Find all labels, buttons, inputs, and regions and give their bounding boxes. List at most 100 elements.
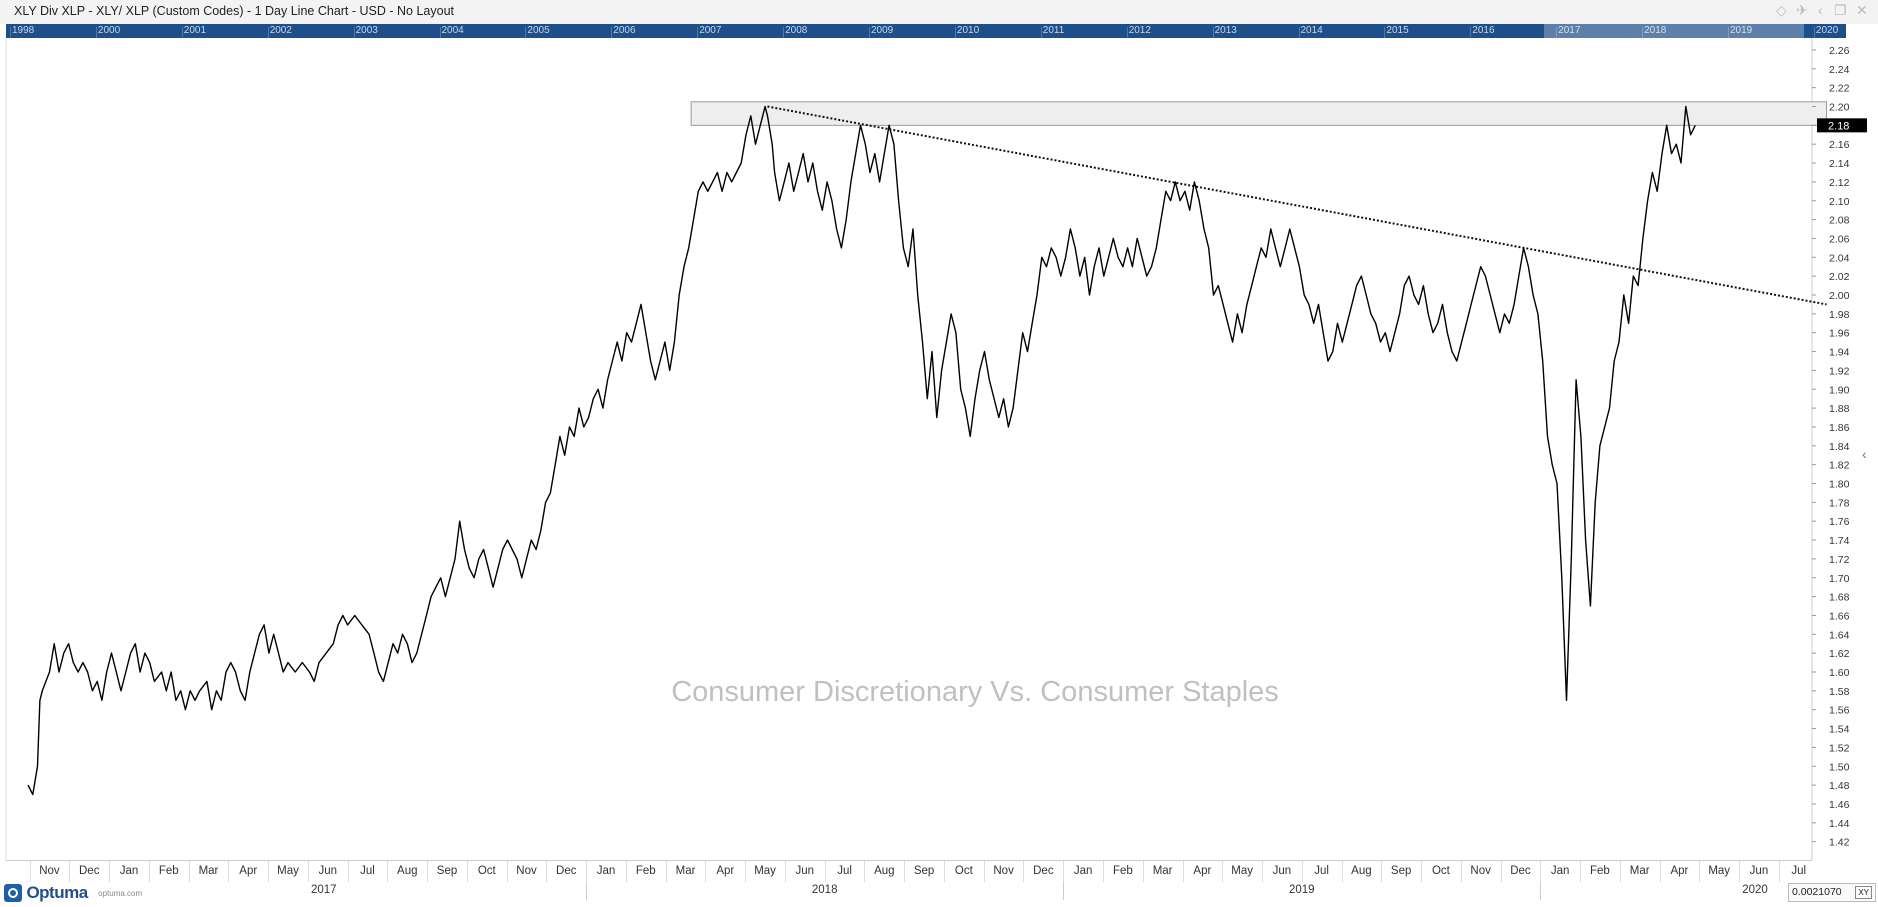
x-month-label: Feb: [635, 865, 656, 877]
x-month-separator: [268, 861, 270, 883]
optuma-logo-icon: [4, 884, 22, 902]
x-month-label: Aug: [397, 865, 418, 877]
window-title: XLY Div XLP - XLY/ XLP (Custom Codes) - …: [14, 4, 454, 18]
last-value-marker: [1817, 118, 1867, 133]
x-month-label: Apr: [1670, 865, 1689, 877]
navigator-tick: [439, 27, 441, 38]
navigator-year-label: 2007: [699, 25, 722, 36]
navigator-year-label: 2017: [1558, 25, 1581, 36]
navigator-selection[interactable]: [1544, 24, 1804, 38]
logo-name: Optuma: [26, 883, 88, 902]
diamond-icon[interactable]: ◇: [1776, 2, 1787, 18]
navigator-year-label: 1998: [12, 25, 35, 36]
x-month-separator: [1500, 861, 1502, 883]
window-titlebar: XLY Div XLP - XLY/ XLP (Custom Codes) - …: [0, 0, 1878, 24]
navigator-tick: [181, 27, 183, 38]
x-month-label: Sep: [913, 865, 935, 877]
navigator-tick: [1642, 27, 1644, 38]
y-tick-label: 1.94: [1829, 347, 1850, 359]
x-month-label: Aug: [874, 865, 895, 877]
y-tick-label: 2.12: [1829, 177, 1850, 189]
x-month-label: Mar: [198, 865, 219, 877]
x-month-label: Jul: [1791, 865, 1807, 877]
x-year-separator: [586, 882, 588, 900]
y-tick-label: 2.04: [1829, 252, 1850, 264]
x-month-separator: [1301, 861, 1303, 883]
x-month-separator: [546, 861, 548, 883]
x-month-separator: [784, 861, 786, 883]
axis-mode-toggle[interactable]: XY: [1855, 886, 1872, 899]
x-year-label: 2018: [811, 884, 838, 896]
x-month-label: Jan: [119, 865, 139, 877]
x-month-separator: [1182, 861, 1184, 883]
y-tick-label: 1.76: [1829, 516, 1850, 528]
navigator-year-label: 2000: [97, 25, 121, 36]
y-tick-label: 2.06: [1829, 233, 1850, 245]
date-navigator[interactable]: 1998 2000 2001 2002 2003 2004 2005 2006 2007 2008…: [6, 24, 1846, 38]
navigator-tick: [1813, 27, 1815, 38]
x-month-label: Mar: [1152, 865, 1173, 877]
navigator-tick: [10, 27, 11, 38]
y-tick-label: 2.24: [1829, 64, 1850, 76]
y-tick-label: 1.46: [1829, 799, 1850, 811]
navigator-tick: [1040, 27, 1042, 38]
x-month-label: Oct: [954, 865, 973, 877]
cursor-value-box[interactable]: 0.0021070 XY: [1788, 883, 1876, 902]
navigator-year-label: 2002: [269, 25, 292, 36]
line-chart[interactable]: 2.26 2.24 2.22 2.20 2.18 2.16 2.14 2.12 2.10 2.08…: [0, 38, 1878, 860]
collapse-panel-icon[interactable]: ‹: [1862, 446, 1867, 462]
x-month-label: Jul: [360, 865, 375, 877]
navigator-tick: [1470, 27, 1472, 38]
x-month-separator: [1381, 861, 1383, 883]
x-month-label: Jan: [1073, 865, 1093, 877]
y-tick-label: 2.16: [1829, 139, 1850, 151]
x-month-label: Jun: [318, 865, 338, 877]
y-tick-label: 1.62: [1829, 648, 1850, 660]
x-month-separator: [109, 861, 111, 883]
y-tick-label: 2.14: [1829, 158, 1850, 170]
x-month-separator: [625, 861, 627, 883]
navigator-tick: [954, 27, 956, 38]
navigator-tick: [697, 27, 699, 38]
x-month-label: Dec: [556, 865, 577, 877]
x-month-separator: [1341, 861, 1343, 883]
navigator-year-label: 2016: [1472, 25, 1495, 36]
x-month-separator: [745, 861, 747, 883]
navigator-tick: [869, 27, 870, 38]
pin-icon[interactable]: ✈: [1796, 2, 1808, 18]
navigator-year-label: 2020: [1815, 25, 1839, 36]
y-tick-label: 2.22: [1829, 83, 1850, 95]
navigator-tick: [1212, 27, 1214, 38]
y-tick-label: 1.66: [1829, 610, 1850, 622]
x-month-label: Apr: [1193, 865, 1212, 877]
y-tick-label: 2.20: [1829, 102, 1850, 114]
prev-icon[interactable]: ‹: [1818, 2, 1823, 18]
navigator-year-label: 2006: [613, 25, 636, 36]
x-month-separator: [864, 861, 866, 883]
logo-url: optuma.com: [98, 888, 143, 898]
y-tick-label: 1.90: [1829, 384, 1850, 396]
x-month-label: Jun: [795, 865, 815, 877]
x-month-separator: [1659, 861, 1661, 883]
navigator-tick: [525, 27, 527, 38]
x-month-label: Apr: [239, 865, 258, 877]
y-tick-label: 1.92: [1829, 365, 1850, 377]
navigator-year-label: 2015: [1386, 25, 1409, 36]
navigator-year-label: 2013: [1214, 25, 1237, 36]
navigator-tick: [611, 27, 613, 38]
close-icon[interactable]: ✕: [1856, 2, 1868, 18]
x-month-separator: [307, 861, 309, 883]
series-line: [27, 105, 1696, 796]
x-month-separator: [665, 861, 667, 883]
x-month-label: Jun: [1272, 865, 1292, 877]
y-tick-label: 1.88: [1829, 403, 1850, 415]
restore-icon[interactable]: ❐: [1834, 2, 1847, 18]
x-month-separator: [466, 861, 468, 883]
x-month-separator: [1023, 861, 1025, 883]
navigator-tick: [1298, 27, 1300, 38]
x-month-separator: [1778, 861, 1780, 883]
x-month-label: May: [1708, 865, 1731, 877]
x-month-separator: [705, 861, 707, 883]
x-month-separator: [148, 861, 150, 883]
x-year-label: 2020: [1742, 884, 1768, 896]
